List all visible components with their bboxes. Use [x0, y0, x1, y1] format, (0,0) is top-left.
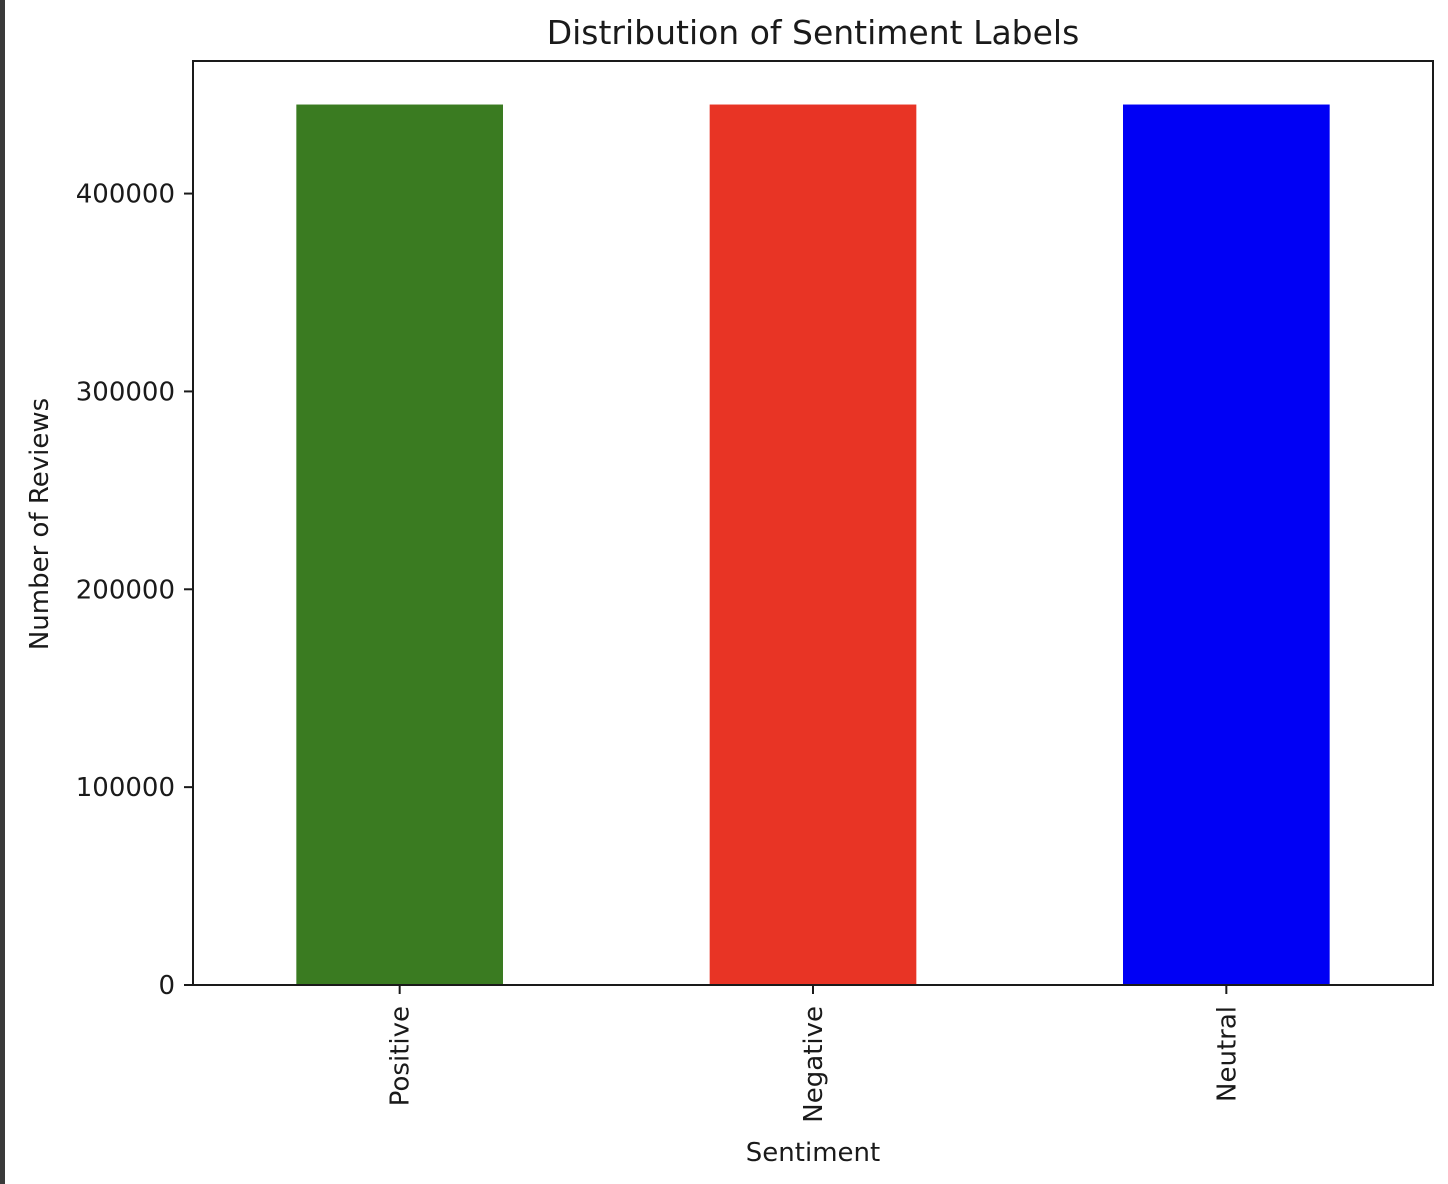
bar-negative	[709, 104, 917, 985]
y-tick-label: 100000	[76, 773, 175, 803]
x-axis-label: Sentiment	[746, 1138, 880, 1168]
y-axis-label: Number of Reviews	[25, 398, 55, 650]
plot-area-frame	[192, 60, 1434, 986]
x-tick-label: Negative	[799, 1006, 829, 1123]
y-tick-label: 0	[158, 971, 175, 1001]
bar-neutral	[1123, 104, 1330, 985]
chart-title: Distribution of Sentiment Labels	[547, 13, 1080, 52]
y-axis-ticks: 0 100000 200000 300000 400000	[76, 180, 193, 1001]
y-tick-label: 400000	[76, 180, 175, 210]
bar-chart: Distribution of Sentiment Labels Number …	[25, 13, 1434, 1168]
bars-group	[296, 104, 1330, 985]
y-tick-label: 200000	[76, 575, 175, 605]
y-tick-label: 300000	[76, 377, 175, 407]
bar-positive	[296, 104, 503, 985]
x-tick-label: Neutral	[1212, 1006, 1242, 1102]
x-axis-ticks: Positive Negative Neutral	[386, 985, 1242, 1123]
x-tick-label: Positive	[386, 1006, 416, 1106]
